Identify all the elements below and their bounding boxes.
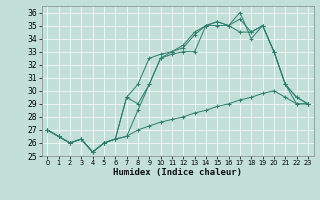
X-axis label: Humidex (Indice chaleur): Humidex (Indice chaleur)	[113, 168, 242, 177]
